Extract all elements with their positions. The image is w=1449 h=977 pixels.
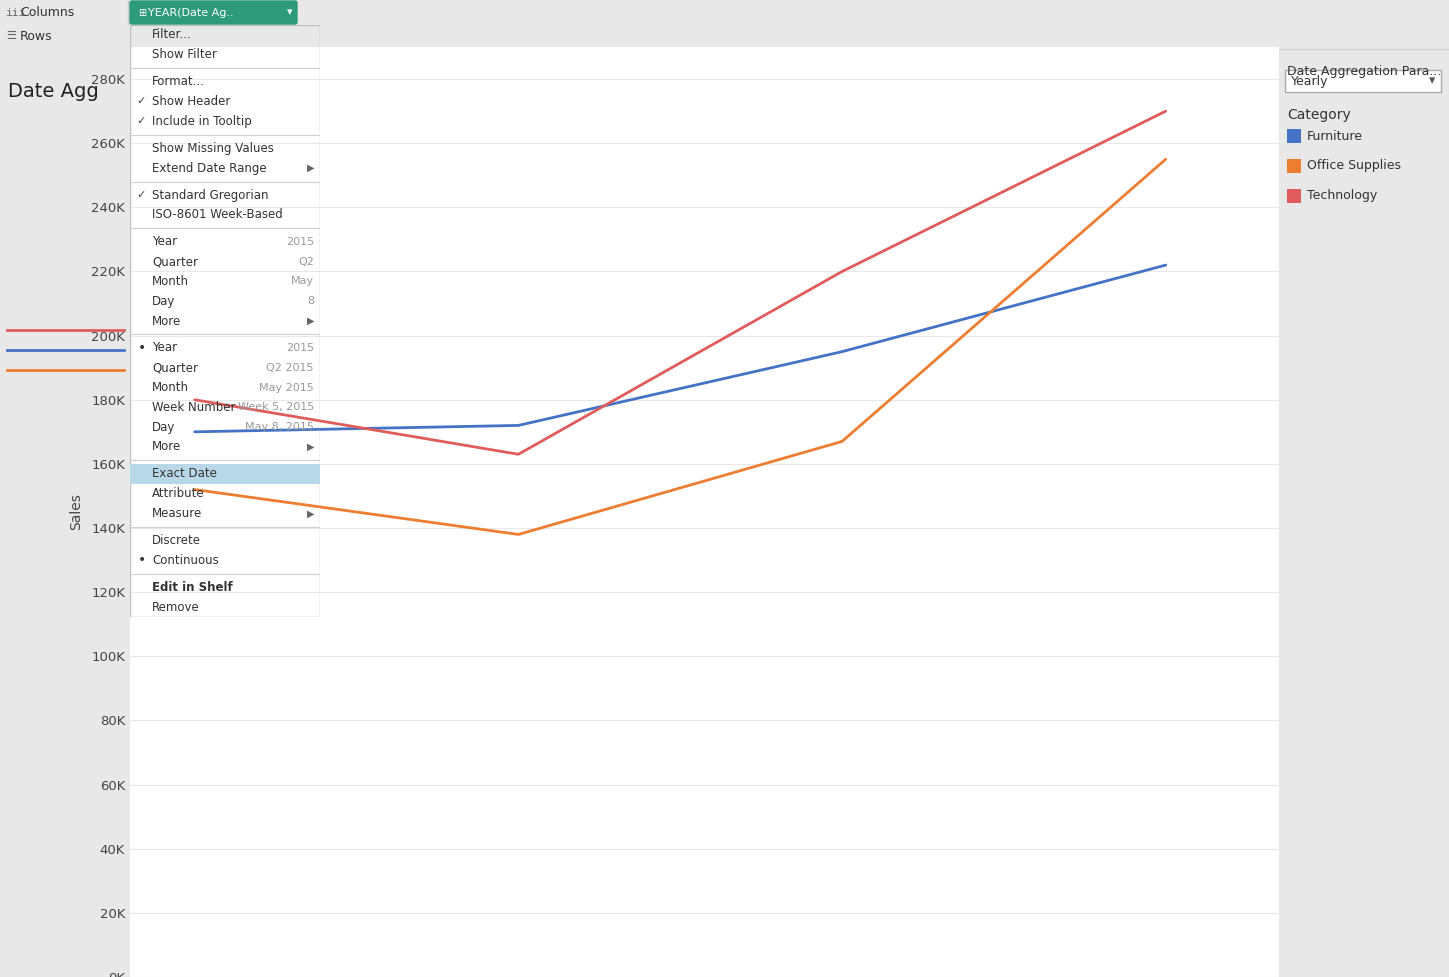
Text: Rows: Rows xyxy=(20,29,52,43)
Text: iii: iii xyxy=(6,8,26,18)
Text: ▶: ▶ xyxy=(307,163,314,173)
Text: More: More xyxy=(152,441,181,453)
Bar xyxy=(1287,129,1301,143)
Text: Category: Category xyxy=(1287,108,1350,122)
Text: Format...: Format... xyxy=(152,75,204,88)
Text: Q2 2015: Q2 2015 xyxy=(267,362,314,373)
Text: Edit in Shelf: Edit in Shelf xyxy=(152,580,233,594)
Bar xyxy=(1285,70,1440,92)
Text: Day: Day xyxy=(152,421,175,434)
Text: May 2015: May 2015 xyxy=(259,383,314,393)
Text: Day: Day xyxy=(152,295,175,308)
Bar xyxy=(1287,159,1301,173)
Text: YEAR(Date Ag..: YEAR(Date Ag.. xyxy=(148,8,233,18)
Text: Discrete: Discrete xyxy=(152,534,201,547)
Text: ▶: ▶ xyxy=(307,442,314,452)
Text: Furniture: Furniture xyxy=(1307,130,1364,143)
Text: ▶: ▶ xyxy=(307,316,314,326)
Text: Show Filter: Show Filter xyxy=(152,48,217,62)
Text: Columns: Columns xyxy=(20,6,74,19)
Text: ✓: ✓ xyxy=(136,116,145,126)
Text: Yearly: Yearly xyxy=(1291,74,1329,88)
Text: More: More xyxy=(152,315,181,327)
Text: ✓: ✓ xyxy=(136,97,145,106)
Text: Include in Tooltip: Include in Tooltip xyxy=(152,114,252,128)
Text: Remove: Remove xyxy=(152,601,200,614)
Text: Date Agg: Date Agg xyxy=(9,82,99,101)
Text: Q2: Q2 xyxy=(298,257,314,267)
Text: ✓: ✓ xyxy=(136,191,145,200)
Text: Month: Month xyxy=(152,381,188,394)
Y-axis label: Sales: Sales xyxy=(68,493,83,531)
Text: May 8, 2015: May 8, 2015 xyxy=(245,422,314,432)
Text: Continuous: Continuous xyxy=(152,554,219,567)
Text: Month: Month xyxy=(152,275,188,288)
Text: Technology: Technology xyxy=(1307,190,1377,202)
Text: Extend Date Range: Extend Date Range xyxy=(152,161,267,175)
Text: Date Aggregation Para...: Date Aggregation Para... xyxy=(1287,65,1442,78)
Text: Year: Year xyxy=(152,342,177,355)
Text: ▾: ▾ xyxy=(287,8,293,18)
Text: ISO-8601 Week-Based: ISO-8601 Week-Based xyxy=(152,208,283,222)
Text: Show Header: Show Header xyxy=(152,95,230,108)
Bar xyxy=(130,464,320,484)
FancyBboxPatch shape xyxy=(130,1,297,24)
Text: Standard Gregorian: Standard Gregorian xyxy=(152,189,268,201)
Text: Filter...: Filter... xyxy=(152,28,191,41)
Text: Exact Date: Exact Date xyxy=(152,467,217,481)
Text: Show Missing Values: Show Missing Values xyxy=(152,142,274,154)
Text: ☰: ☰ xyxy=(6,31,16,41)
Text: 8: 8 xyxy=(307,296,314,306)
Text: 2015: 2015 xyxy=(285,236,314,247)
Text: Week 5, 2015: Week 5, 2015 xyxy=(238,403,314,412)
Text: •: • xyxy=(138,341,146,355)
Text: Measure: Measure xyxy=(152,507,203,520)
Text: Quarter: Quarter xyxy=(152,361,199,374)
Text: Year: Year xyxy=(152,235,177,248)
Text: Quarter: Quarter xyxy=(152,255,199,268)
Text: ▾: ▾ xyxy=(1429,74,1435,88)
Text: Attribute: Attribute xyxy=(152,488,204,500)
Text: Office Supplies: Office Supplies xyxy=(1307,159,1401,173)
Text: ⊞: ⊞ xyxy=(138,8,146,18)
Text: ▶: ▶ xyxy=(307,509,314,519)
Bar xyxy=(1287,189,1301,203)
Text: Week Number: Week Number xyxy=(152,401,236,414)
Text: May: May xyxy=(291,276,314,286)
Text: •: • xyxy=(138,553,146,568)
Text: 2015: 2015 xyxy=(285,343,314,353)
